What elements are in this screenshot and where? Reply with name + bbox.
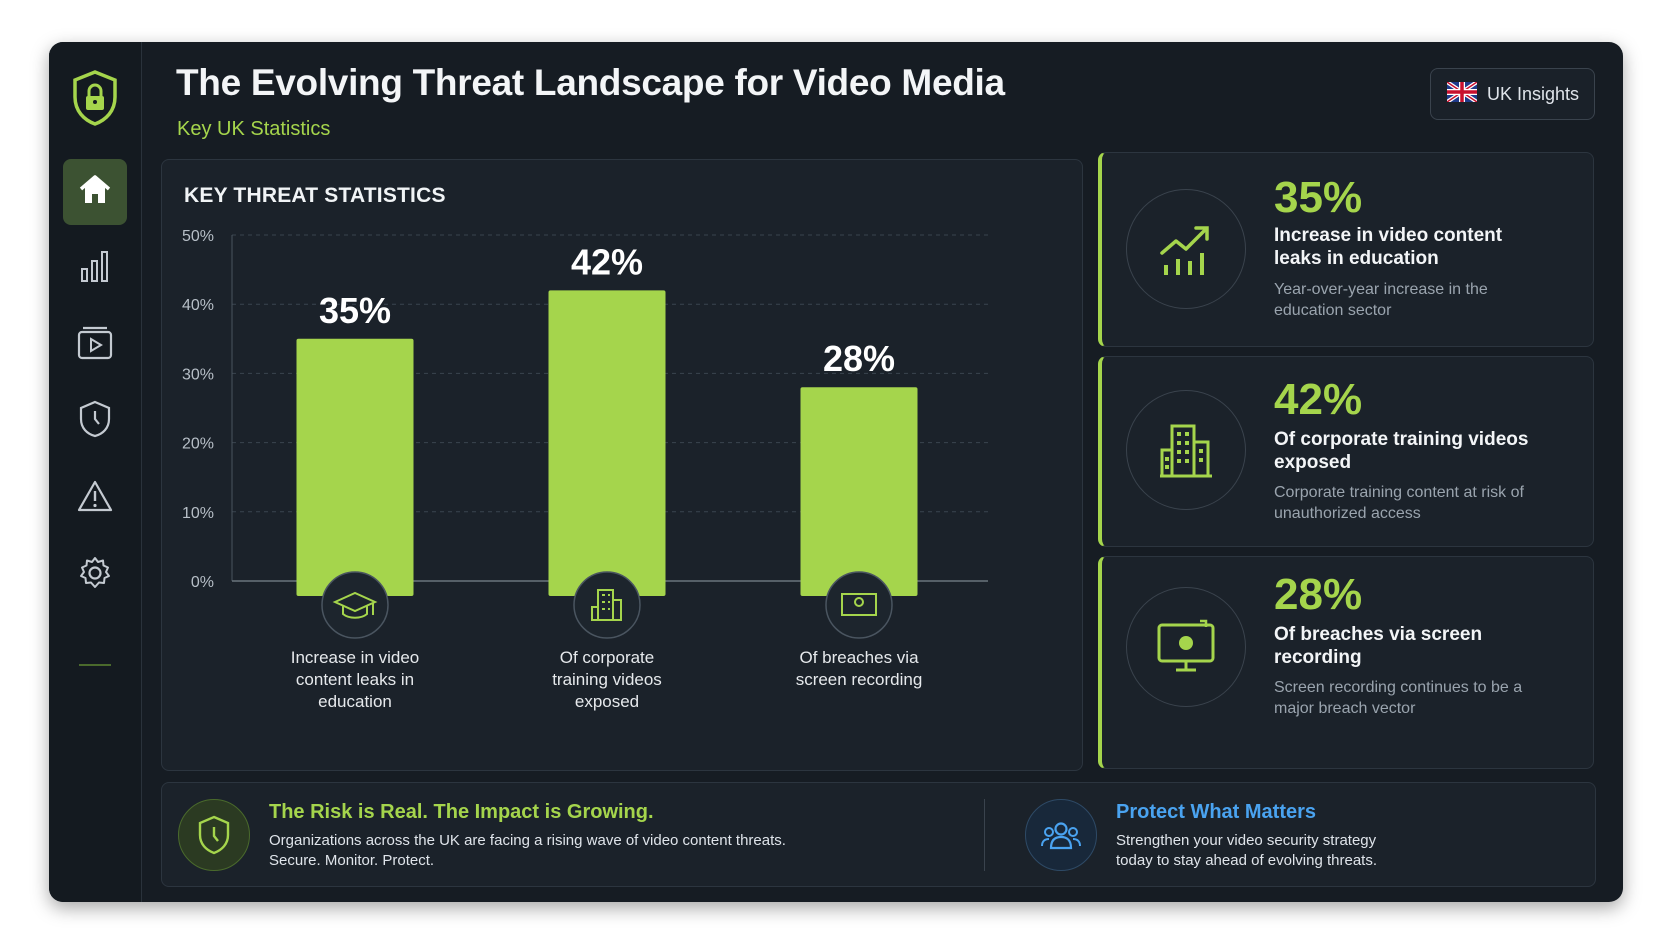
bar-value-label: 35% xyxy=(319,290,391,331)
building-icon xyxy=(573,571,641,639)
stat-heading: Increase in video content leaks in educa… xyxy=(1274,225,1503,269)
users-icon xyxy=(1025,799,1097,871)
stat-heading: Of breaches via screen recording xyxy=(1274,624,1483,668)
banner-divider xyxy=(984,799,985,871)
stat-description: Year-over-year increase in the education… xyxy=(1274,281,1488,319)
shield-icon xyxy=(178,799,250,871)
y-tick-label: 20% xyxy=(182,436,214,453)
sidebar-item-security[interactable] xyxy=(63,388,127,454)
screen-record-icon xyxy=(1126,587,1246,707)
sidebar-item-analytics[interactable] xyxy=(63,235,127,301)
y-tick-label: 40% xyxy=(182,297,214,314)
bar-chart: 0% 10% 20% 30% 40% 50% 35% 42% 28% xyxy=(182,228,988,639)
stat-card-corporate: 42% Of corporate training videos exposed… xyxy=(1098,356,1594,547)
page-subtitle: Key UK Statistics xyxy=(177,118,331,140)
trend-chart-icon xyxy=(1126,189,1246,309)
bar-chart-icon xyxy=(80,249,110,288)
stat-card-screen-recording: 28% Of breaches via screen recording Scr… xyxy=(1098,556,1594,769)
protect-text-line-2: today to stay ahead of evolving threats. xyxy=(1116,852,1377,869)
uk-insights-badge[interactable]: UK Insights xyxy=(1430,68,1595,120)
sidebar-item-alerts[interactable] xyxy=(63,465,127,531)
building-icon xyxy=(1126,390,1246,510)
category-label: Increase in video content leaks in educa… xyxy=(290,648,420,711)
stat-description: Corporate training content at risk of un… xyxy=(1274,484,1524,522)
sidebar-item-home[interactable] xyxy=(63,159,127,225)
category-label: Of breaches via screen recording xyxy=(795,648,923,689)
y-tick-label: 30% xyxy=(182,366,214,383)
stat-card-education: 35% Increase in video content leaks in e… xyxy=(1098,152,1594,347)
y-tick-label: 0% xyxy=(191,574,214,591)
bar-value-label: 42% xyxy=(571,241,643,282)
risk-text-line-2: Secure. Monitor. Protect. xyxy=(269,852,435,869)
stat-value: 35% xyxy=(1274,173,1363,222)
sidebar-divider xyxy=(79,664,111,666)
bar-value-label: 28% xyxy=(823,338,895,379)
stat-description: Screen recording continues to be a major… xyxy=(1274,679,1523,717)
bar xyxy=(800,387,918,596)
risk-text-line-1: Organizations across the UK are facing a… xyxy=(269,832,786,849)
uk-flag-icon xyxy=(1445,79,1479,107)
threat-statistics-chart-panel: KEY THREAT STATISTICS 0% 10% 20% 30% 40% 50% 3… xyxy=(161,159,1083,771)
video-icon xyxy=(77,326,113,365)
stat-value: 42% xyxy=(1274,375,1363,424)
shield-icon xyxy=(78,400,112,443)
bar xyxy=(548,290,666,596)
badge-label: UK Insights xyxy=(1487,83,1580,104)
dashboard-window: The Evolving Threat Landscape for Video … xyxy=(49,42,1623,902)
protect-title: Protect What Matters xyxy=(1116,801,1317,823)
stat-heading: Of corporate training videos exposed xyxy=(1274,429,1529,473)
bottom-banner: The Risk is Real. The Impact is Growing.… xyxy=(161,782,1596,887)
risk-title: The Risk is Real. The Impact is Growing. xyxy=(269,801,654,823)
sidebar-item-settings[interactable] xyxy=(63,542,127,608)
bar xyxy=(296,338,414,596)
lock-shield-logo-icon xyxy=(69,68,121,128)
graduation-cap-icon xyxy=(321,571,389,639)
home-icon xyxy=(78,174,112,211)
sidebar xyxy=(49,42,142,902)
page-title: The Evolving Threat Landscape for Video … xyxy=(176,62,1005,103)
category-label: Of corporate training videos exposed xyxy=(552,648,662,711)
warning-icon xyxy=(77,479,113,518)
y-tick-label: 10% xyxy=(182,505,214,522)
protect-text-line-1: Strengthen your video security strategy xyxy=(1116,832,1377,849)
screen-record-icon xyxy=(825,571,893,639)
y-tick-label: 50% xyxy=(182,228,214,245)
stat-value: 28% xyxy=(1274,570,1363,619)
chart-title: KEY THREAT STATISTICS xyxy=(184,184,446,207)
sidebar-item-videos[interactable] xyxy=(63,312,127,378)
gear-icon xyxy=(77,555,113,596)
